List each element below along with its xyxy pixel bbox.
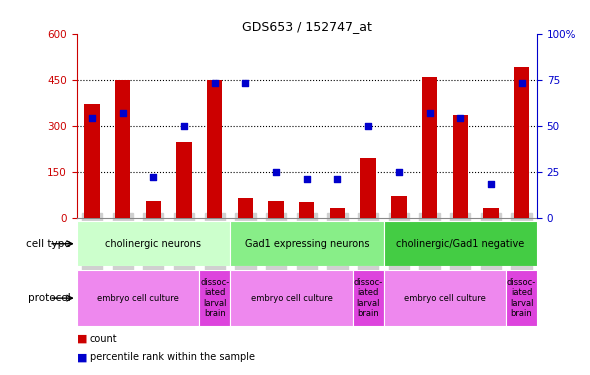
- Bar: [506, 270, 537, 326]
- Point: [241, 80, 250, 86]
- Text: embryo cell culture: embryo cell culture: [404, 294, 486, 303]
- Text: cell type: cell type: [26, 239, 71, 249]
- Bar: [77, 221, 230, 266]
- Point: [302, 176, 312, 182]
- Bar: [384, 221, 537, 266]
- Text: dissoc-
iated
larval
brain: dissoc- iated larval brain: [353, 278, 383, 318]
- Point: [271, 169, 281, 175]
- Point: [394, 169, 404, 175]
- Bar: [391, 196, 407, 217]
- Text: ■: ■: [77, 334, 87, 344]
- Text: protocol: protocol: [28, 293, 71, 303]
- Text: embryo cell culture: embryo cell culture: [97, 294, 179, 303]
- Point: [87, 115, 97, 121]
- Text: dissoc-
iated
larval
brain: dissoc- iated larval brain: [200, 278, 230, 318]
- Point: [118, 110, 127, 116]
- Point: [210, 80, 219, 86]
- Bar: [299, 202, 314, 217]
- Text: dissoc-
iated
larval
brain: dissoc- iated larval brain: [507, 278, 536, 318]
- Bar: [422, 76, 437, 218]
- Bar: [453, 115, 468, 218]
- Bar: [360, 158, 376, 218]
- Bar: [230, 270, 353, 326]
- Text: embryo cell culture: embryo cell culture: [251, 294, 332, 303]
- Text: ■: ■: [77, 352, 87, 363]
- Text: percentile rank within the sample: percentile rank within the sample: [90, 352, 255, 363]
- Point: [363, 123, 373, 129]
- Bar: [384, 270, 506, 326]
- Bar: [115, 80, 130, 218]
- Text: cholinergic/Gad1 negative: cholinergic/Gad1 negative: [396, 239, 525, 249]
- Text: count: count: [90, 334, 117, 344]
- Point: [333, 176, 342, 182]
- Bar: [268, 201, 284, 217]
- Bar: [238, 198, 253, 217]
- Bar: [199, 270, 230, 326]
- Bar: [353, 270, 384, 326]
- Bar: [207, 80, 222, 218]
- Point: [179, 123, 189, 129]
- Bar: [176, 142, 192, 218]
- Point: [517, 80, 526, 86]
- Bar: [330, 209, 345, 218]
- Text: Gad1 expressing neurons: Gad1 expressing neurons: [244, 239, 369, 249]
- Bar: [84, 104, 100, 218]
- Bar: [483, 209, 499, 218]
- Title: GDS653 / 152747_at: GDS653 / 152747_at: [242, 20, 372, 33]
- Bar: [77, 270, 199, 326]
- Point: [149, 174, 158, 180]
- Bar: [514, 68, 529, 218]
- Point: [455, 115, 465, 121]
- Point: [486, 182, 496, 188]
- Text: cholinergic neurons: cholinergic neurons: [106, 239, 201, 249]
- Bar: [230, 221, 384, 266]
- Bar: [146, 201, 161, 217]
- Point: [425, 110, 434, 116]
